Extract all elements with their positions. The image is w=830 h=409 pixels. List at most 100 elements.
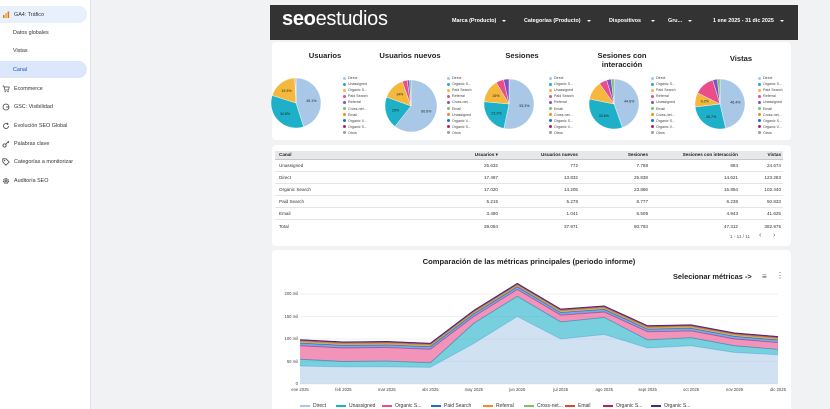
next-page-icon[interactable]: › [773, 232, 776, 239]
sidebar-item-datos-globales[interactable]: Datos globales [0, 24, 87, 41]
pie-legend-item: Otros [447, 131, 461, 135]
legend-dot [758, 107, 761, 110]
sidebar-item-evolucion-seo[interactable]: Evolución SEO Global [0, 117, 87, 134]
legend-label: Organic V... [452, 118, 471, 123]
sidebar-item-ga4-trafico[interactable]: GA4: Tráfico [0, 6, 87, 23]
pie-legend-item: Unassigned [651, 100, 675, 104]
filter-grupo[interactable]: Gru... [668, 18, 693, 24]
chart-legend-item[interactable]: Organic S... [651, 403, 690, 409]
analytics-icon [2, 11, 10, 19]
pie-slice-label: 19.3% [281, 89, 292, 93]
filter-categorias[interactable]: Categorías (Producto) [524, 18, 591, 24]
column-header[interactable]: Usuarios ▾ [435, 151, 500, 160]
column-header[interactable]: Sesiones [580, 151, 650, 160]
chart-legend-item[interactable]: Cross-net... [524, 403, 563, 409]
more-options-icon[interactable]: ⋮ [776, 271, 784, 280]
legend-label: Email [452, 106, 461, 111]
sidebar-item-canal[interactable]: Canal [0, 61, 87, 78]
legend-dot [651, 113, 654, 117]
chart-legend-item[interactable]: Unassigned [336, 403, 375, 409]
legend-label: Direct [763, 76, 773, 80]
filter-icon[interactable]: ≡ [762, 272, 767, 281]
chart-legend-item[interactable]: Paid Search [431, 403, 471, 409]
legend-dot [447, 82, 450, 86]
table-cell: 1.041 [500, 207, 580, 220]
pie-slice-label: 20% [392, 109, 400, 113]
channel-table: Canal Usuarios ▾ Usuarios nuevos Sesiones Se… [275, 151, 783, 233]
pie-legend-item: Cross-net... [549, 113, 573, 117]
pie-legend-item: Organic V... [651, 125, 675, 129]
x-tick-label: abr 2025 [422, 387, 439, 392]
pie-title: Usuarios [308, 51, 342, 60]
sidebar-item-label: Auditoría SEO [14, 177, 49, 184]
legend-dot [343, 82, 346, 86]
legend-dot [343, 76, 346, 80]
chart-title: Comparación de las métricas principales … [422, 257, 636, 266]
pie-slice [588, 98, 623, 130]
sidebar-item-vistas[interactable]: Vistas [0, 42, 87, 59]
table-cell: 5.215 [435, 195, 500, 208]
legend-label: Organic S... [664, 403, 691, 409]
pie-slice-label: 15% [492, 94, 500, 98]
sidebar-item-categorias[interactable]: Categorías a monitorizar [0, 153, 87, 170]
chart-legend-item[interactable]: Referral [483, 403, 514, 409]
legend-label: Unassigned [348, 82, 367, 87]
pie-slice [409, 79, 412, 107]
x-tick-label: sept 2025 [638, 387, 657, 392]
legend-label: Organic S... [452, 124, 471, 129]
legend-label: Referral [348, 100, 361, 105]
sidebar-item-gsc-visibilidad[interactable]: GSC: Visibilidad [0, 98, 87, 115]
table-cell: Paid Search [275, 195, 435, 208]
area-series-2 [300, 289, 778, 363]
prev-page-icon[interactable]: ‹ [759, 232, 762, 239]
table-cell: 50.833 [740, 195, 783, 208]
legend-label: Otros [452, 130, 461, 135]
sidebar-item-ecommerce[interactable]: Ecommerce [0, 80, 87, 97]
date-range-picker[interactable]: 1 ene 2025 - 31 dic 2025 [713, 18, 784, 24]
pie-legend-item: Otros [651, 131, 665, 135]
pie-legend-item: Direct [447, 76, 461, 80]
column-header[interactable]: Canal [275, 151, 435, 160]
sidebar-item-palabras-clave[interactable]: Palabras clave [0, 135, 87, 152]
chart-legend-item[interactable]: Organic S... [603, 403, 642, 409]
chevron-down-icon [586, 19, 591, 22]
pie-legend-item: Direct [651, 76, 665, 80]
column-header[interactable]: Sesiones con interacción [650, 151, 740, 160]
legend-line [483, 405, 493, 407]
sidebar-item-label: Datos globales [13, 29, 49, 36]
column-header[interactable]: Vistas [740, 151, 783, 160]
legend-label: Cross-net... [452, 100, 471, 105]
area-series-line-2 [299, 288, 779, 350]
table-cell: 15.894 [650, 183, 740, 196]
table-cell: Direct [275, 171, 435, 184]
legend-label: Paid Search [452, 88, 472, 93]
legend-dot [447, 119, 450, 123]
pie-legend-item: Paid Search [549, 94, 574, 98]
filter-dispositivos[interactable]: Dispositivos [609, 18, 656, 24]
logo-part-a: seo [282, 8, 316, 30]
sidebar-item-label: Evolución SEO Global [14, 122, 68, 129]
legend-dot [447, 107, 450, 110]
table-row: Direct 17.497 13.832 25.838 14.621 123.283 [275, 171, 783, 184]
pie-legend-item: Direct [758, 76, 772, 80]
filter-marca[interactable]: Marca (Producto) [452, 18, 507, 24]
chart-legend-item[interactable]: Email [565, 403, 591, 409]
pie-legend-item: Paid Search [343, 94, 368, 98]
legend-dot [549, 88, 552, 92]
select-metrics-button[interactable]: Selecionar métricas -> [673, 272, 752, 281]
legend-dot [758, 113, 761, 117]
legend-dot [549, 113, 552, 117]
pie-legend-item: Organic S... [651, 82, 675, 86]
pie-slice [295, 77, 322, 128]
column-header[interactable]: Usuarios nuevos [500, 151, 580, 160]
sidebar-item-label: GA4: Tráfico [14, 11, 44, 18]
legend-dot [447, 131, 450, 135]
sidebar-item-auditoria-seo[interactable]: Auditoría SEO [0, 172, 87, 189]
chart-legend-item[interactable]: Organic S... [382, 403, 421, 409]
chart-legend-item[interactable]: Direct [300, 403, 326, 409]
legend-dot [651, 119, 654, 123]
legend-label: Direct [348, 76, 358, 80]
legend-dot [758, 88, 761, 92]
table-cell: Unassigned [275, 159, 435, 172]
pie-legend-item: Paid Search [447, 88, 472, 92]
